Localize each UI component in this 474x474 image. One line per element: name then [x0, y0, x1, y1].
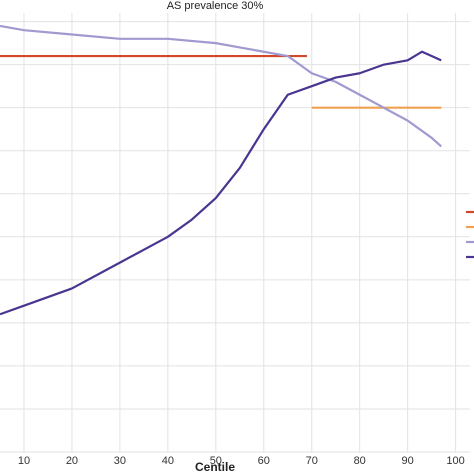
line: [0, 50, 442, 316]
x-tick-label: 40: [162, 455, 174, 467]
x-tick-label: 20: [66, 455, 78, 467]
x-tick-label: 60: [258, 455, 270, 467]
chart-title: AS prevalence 30%: [167, 0, 264, 12]
x-tick-label: 50: [210, 455, 222, 467]
x-tick-label: 30: [114, 455, 126, 467]
x-tick-label: 10: [18, 455, 30, 467]
line: [0, 24, 442, 148]
plot: 10 20 30 40 50 60 70 80 90 100: [0, 13, 474, 467]
x-tick-label: 100: [446, 455, 464, 467]
x-tick-label: 80: [354, 455, 366, 467]
x-axis-title: Centile: [195, 460, 235, 474]
x-tick-label: 70: [306, 455, 318, 467]
x-tick-label: 90: [402, 455, 414, 467]
